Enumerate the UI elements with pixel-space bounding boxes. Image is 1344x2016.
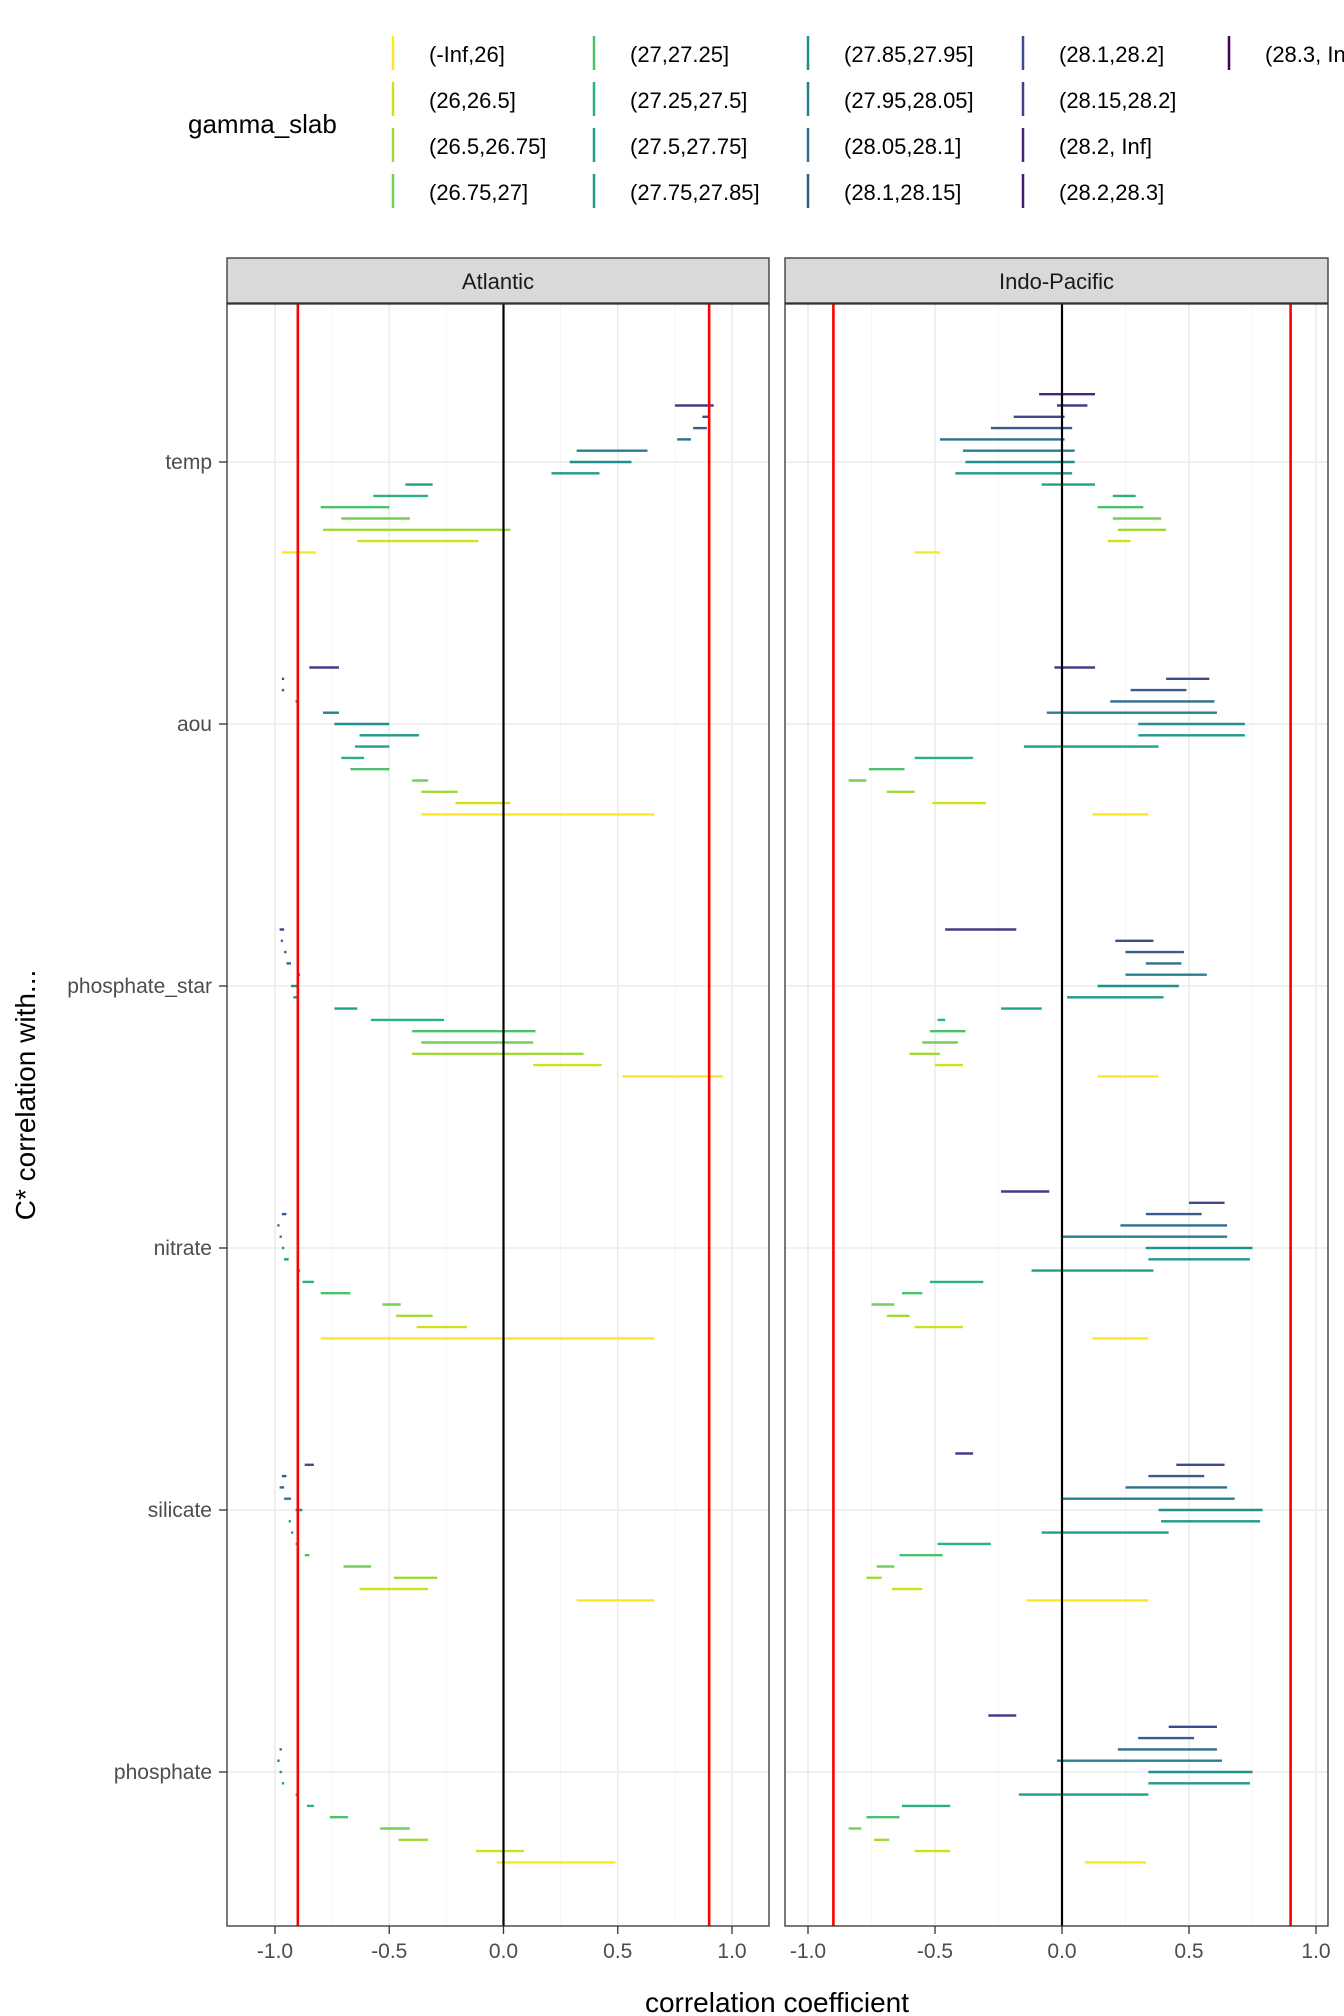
x-tick-label: 0.5 [1174,1940,1203,1963]
reference-lines [832,304,1292,1926]
legend-label: (28.2, Inf] [1059,134,1152,159]
x-axis-title: correlation coefficient [645,1987,909,2016]
y-tick-label: aou [177,713,212,736]
panel-strip-label: Atlantic [462,269,534,294]
interval-group [277,404,723,1864]
panel: Atlantic -1.0 -0.5 0.0 0.5 1.0 [226,257,770,1963]
y-tick-label: temp [165,451,212,474]
panel-strip [226,257,770,304]
legend-label: (26.5,26.75] [429,134,546,159]
legend-label: (26,26.5] [429,88,516,113]
legend-label: (27.25,27.5] [630,88,747,113]
x-tick-label: -0.5 [917,1940,953,1963]
legend-label: (-Inf,26] [429,42,505,67]
y-tick-label: phosphate [114,1761,212,1784]
legend-label: (27.75,27.85] [630,180,760,205]
x-tick-label: -1.0 [257,1940,293,1963]
y-tick-label: phosphate_star [67,975,212,998]
legend-label: (28.3, Inf] [1265,42,1344,67]
x-tick-label: 0.5 [603,1940,632,1963]
legend-label: (28.2,28.3] [1059,180,1164,205]
legend-label: (28.1,28.15] [844,180,961,205]
panel-strip-label: Indo-Pacific [999,269,1114,294]
x-tick-label: 0.0 [1047,1940,1076,1963]
legend-label: (28.15,28.2] [1059,88,1176,113]
panels: Atlantic -1.0 -0.5 0.0 0.5 1.0 Indo-Pacific -1.… [226,257,1331,1963]
x-tick-label: -1.0 [790,1940,826,1963]
legend-title: gamma_slab [188,109,337,139]
panel-background [785,304,1328,1926]
legend-label: (28.1,28.2] [1059,42,1164,67]
interval-group [848,393,1263,1864]
panel-border [784,303,1329,1927]
legend-label: (27,27.25] [630,42,729,67]
y-tick-label: silicate [148,1499,212,1522]
legend-label: (27.95,28.05] [844,88,974,113]
panel-border [226,303,770,1927]
x-tick-label: -0.5 [371,1940,407,1963]
legend-entries: (-Inf,26] (26,26.5] (26.5,26.75] (26.75,27]… [391,36,1344,208]
x-tick-label: 1.0 [717,1940,746,1963]
x-axis: -1.0 -0.5 0.0 0.5 1.0 [790,1926,1331,1963]
x-axis: -1.0 -0.5 0.0 0.5 1.0 [257,1926,747,1963]
x-tick-label: 1.0 [1301,1940,1330,1963]
legend-label: (28.05,28.1] [844,134,961,159]
panel-background [227,304,769,1926]
y-tick-label: nitrate [154,1237,212,1260]
reference-lines [296,304,711,1926]
panel-strip [784,257,1329,304]
legend-label: (27.85,27.95] [844,42,974,67]
legend-label: (26.75,27] [429,180,528,205]
y-axis-title: C* correlation with... [10,970,41,1221]
panel: Indo-Pacific -1.0 -0.5 0.0 0.5 1.0 [784,257,1331,1963]
legend-label: (27.5,27.75] [630,134,747,159]
legend: gamma_slab (-Inf,26] (26,26.5] (26.5,26.75… [188,36,1344,208]
x-tick-label: 0.0 [489,1940,518,1963]
